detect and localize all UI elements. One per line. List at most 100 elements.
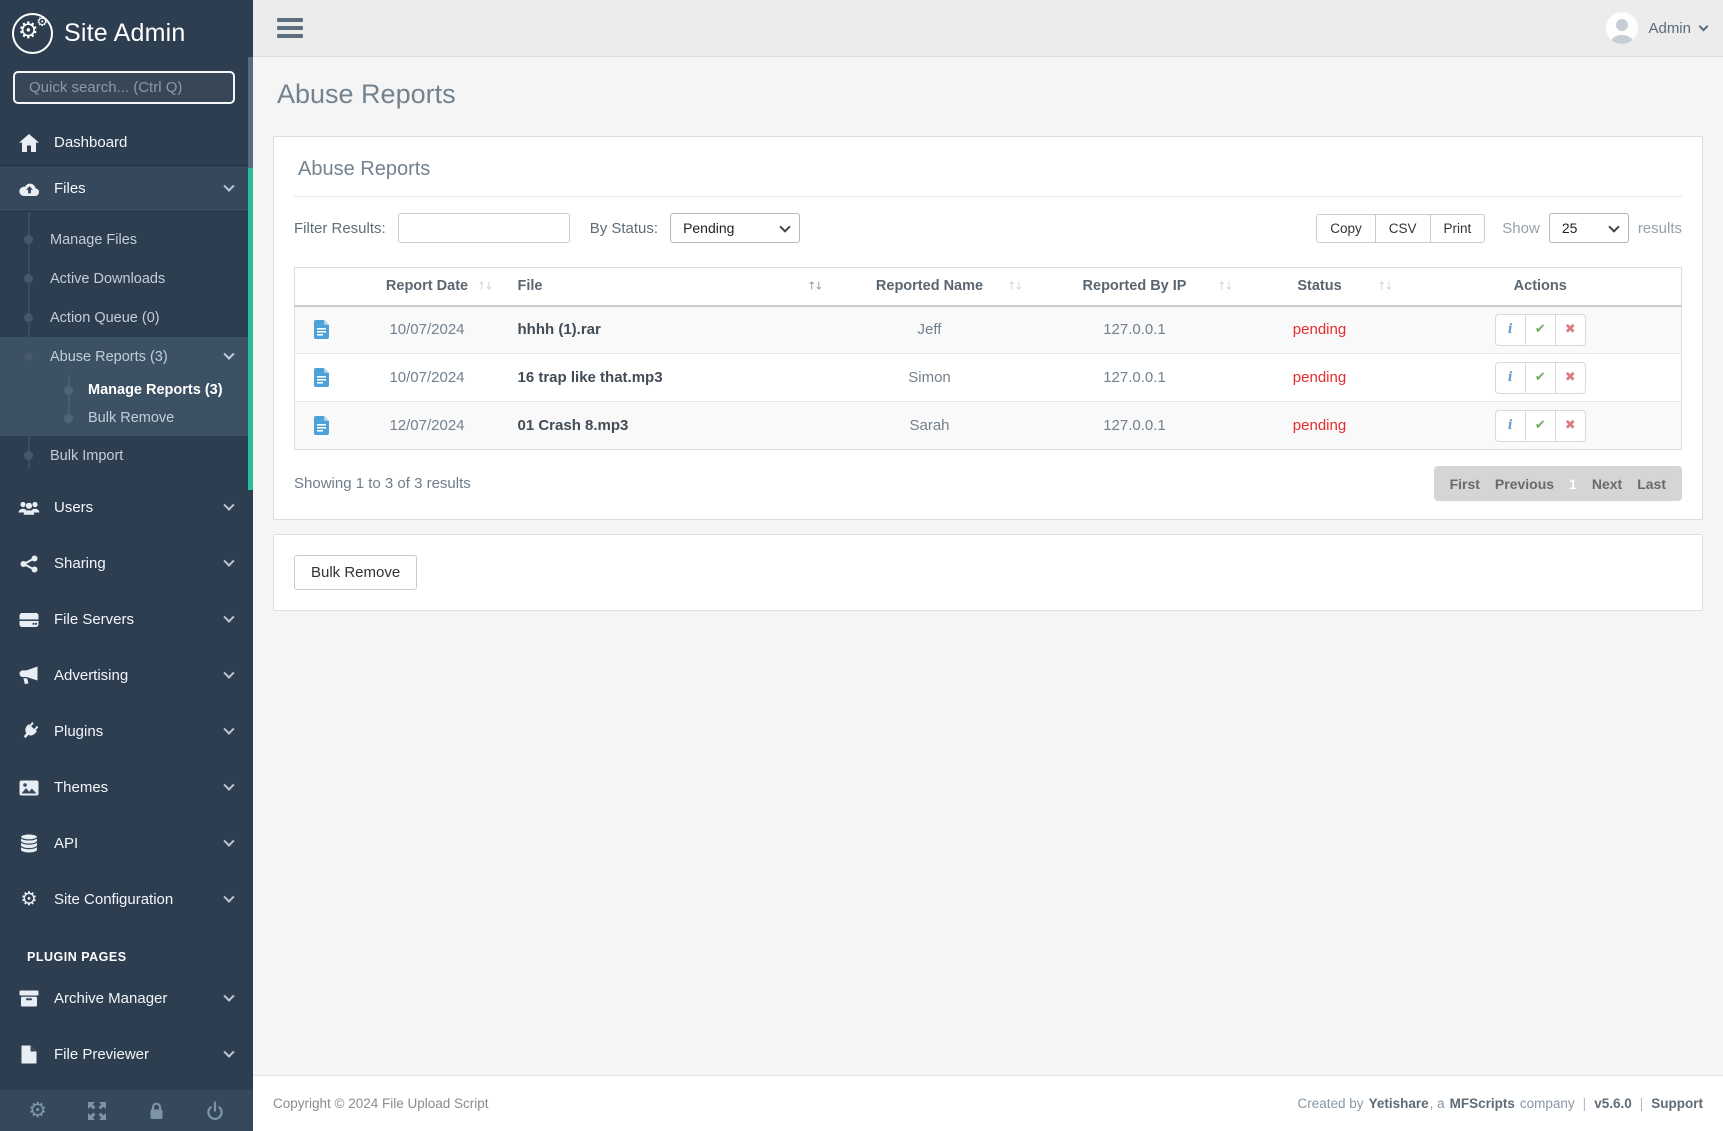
copy-button[interactable]: Copy xyxy=(1316,213,1376,243)
status-badge: pending xyxy=(1292,417,1347,434)
sidebar-item-label: Site Configuration xyxy=(54,891,174,908)
report-date-cell: 10/07/2024 xyxy=(389,369,465,386)
column-header-reported-name[interactable]: Reported Name ↑↓ xyxy=(829,267,1030,307)
sidebar-scrollbar-thumb[interactable] xyxy=(248,168,253,490)
fullscreen-expand-button[interactable] xyxy=(77,1101,117,1121)
show-label: Show xyxy=(1502,219,1540,237)
sidebar-item-active-downloads[interactable]: Active Downloads xyxy=(0,259,253,298)
mfscripts-link[interactable]: MFScripts xyxy=(1449,1096,1515,1111)
sidebar-item-site-configuration[interactable]: ⚙ Site Configuration xyxy=(0,877,253,922)
sidebar-item-label: Users xyxy=(54,499,94,516)
table-row: 12/07/2024 01 Crash 8.mp3 Sarah 127.0.0.… xyxy=(294,401,1682,450)
reject-button[interactable]: ✖ xyxy=(1554,313,1586,346)
abuse-reports-panel: Abuse Reports Filter Results: By Status:… xyxy=(273,136,1703,520)
bulk-remove-button[interactable]: Bulk Remove xyxy=(294,555,418,590)
sidebar-item-label: Manage Files xyxy=(50,231,138,248)
sidebar-item-advertising[interactable]: Advertising xyxy=(0,653,253,698)
reject-button[interactable]: ✖ xyxy=(1554,409,1586,442)
sidebar-item-sharing[interactable]: Sharing xyxy=(0,541,253,586)
sidebar-item-dashboard[interactable]: Dashboard xyxy=(0,120,253,165)
sidebar: ⚙ ⚙ Site Admin Dashboard File xyxy=(0,0,253,1131)
row-actions: i ✔ ✖ xyxy=(1494,361,1586,394)
sidebar-item-file-servers[interactable]: File Servers xyxy=(0,597,253,642)
quick-search-input[interactable] xyxy=(13,71,235,104)
column-header-file[interactable]: File ↑↓ xyxy=(499,267,830,307)
megaphone-icon xyxy=(18,666,40,685)
file-name-cell: 16 trap like that.mp3 xyxy=(517,369,663,386)
column-header-reported-by-ip[interactable]: Reported By IP ↑↓ xyxy=(1029,267,1240,307)
sidebar-item-bulk-import[interactable]: Bulk Import xyxy=(0,436,253,475)
reported-ip-cell: 127.0.0.1 xyxy=(1103,417,1166,434)
sidebar-item-file-previewer[interactable]: File Previewer xyxy=(0,1032,253,1077)
approve-button[interactable]: ✔ xyxy=(1524,361,1556,394)
column-header-status[interactable]: Status ↑↓ xyxy=(1239,267,1400,307)
gear-icon: ⚙ xyxy=(36,14,48,30)
power-logout-button[interactable] xyxy=(195,1100,235,1121)
table-header-row: Report Date ↑↓ File ↑↓ Reported Name ↑↓ xyxy=(294,267,1682,307)
file-name-cell: 01 Crash 8.mp3 xyxy=(517,417,629,434)
column-header-actions: Actions xyxy=(1399,267,1682,307)
sidebar-item-files[interactable]: Files xyxy=(0,165,253,212)
bullet-icon xyxy=(24,274,33,283)
info-button[interactable]: i xyxy=(1494,361,1526,394)
footer-credits: Created by Yetishare, a MFScripts compan… xyxy=(1298,1096,1703,1111)
lock-button[interactable] xyxy=(136,1101,176,1120)
reject-button[interactable]: ✖ xyxy=(1554,361,1586,394)
created-by-text: Created by xyxy=(1297,1096,1364,1111)
sidebar-item-manage-reports[interactable]: Manage Reports (3) xyxy=(0,376,253,404)
gear-icon: ⚙ xyxy=(18,17,39,44)
sidebar-item-abuse-reports[interactable]: Abuse Reports (3) xyxy=(0,337,253,376)
sidebar-item-api[interactable]: API xyxy=(0,821,253,866)
menu-toggle-button[interactable] xyxy=(277,18,303,38)
sidebar-bottom-bar: ⚙ xyxy=(0,1090,253,1131)
sidebar-item-bulk-remove[interactable]: Bulk Remove xyxy=(0,404,253,432)
credits-text: , a xyxy=(1429,1096,1445,1111)
table-toolbar: Filter Results: By Status: Pending Copy … xyxy=(274,197,1702,267)
abuse-reports-block: Abuse Reports (3) Manage Reports (3) Bul… xyxy=(0,337,253,436)
results-label: results xyxy=(1637,219,1682,237)
approve-button[interactable]: ✔ xyxy=(1524,409,1556,442)
info-button[interactable]: i xyxy=(1494,313,1526,346)
sidebar-item-archive-manager[interactable]: Archive Manager xyxy=(0,976,253,1021)
by-status-label: By Status: xyxy=(589,219,659,237)
page-title: Abuse Reports xyxy=(277,79,456,109)
sidebar-item-plugins[interactable]: Plugins xyxy=(0,709,253,754)
power-icon xyxy=(207,1100,224,1120)
document-icon xyxy=(314,320,329,340)
copyright-text: Copyright © 2024 File Upload Script xyxy=(273,1096,489,1111)
sidebar-scrollbar-track[interactable] xyxy=(248,57,253,168)
sidebar-item-manage-files[interactable]: Manage Files xyxy=(0,220,253,259)
image-icon xyxy=(18,780,40,796)
page-size-select[interactable]: 25 xyxy=(1548,213,1629,243)
toolbar-right: Copy CSV Print Show 25 results xyxy=(1316,213,1682,243)
filter-results-input[interactable] xyxy=(397,213,570,243)
reported-name-cell: Sarah xyxy=(909,417,950,434)
sidebar-main-items: Users Sharing xyxy=(0,485,253,1077)
admin-user-menu[interactable]: Admin xyxy=(1606,12,1709,44)
pagination-previous[interactable]: Previous xyxy=(1494,475,1555,492)
bullet-icon xyxy=(24,235,33,244)
reported-name-cell: Simon xyxy=(908,369,951,386)
sidebar-item-label: File Servers xyxy=(54,611,135,628)
filter-results-label: Filter Results: xyxy=(294,219,386,237)
status-select[interactable]: Pending xyxy=(670,213,801,243)
print-button[interactable]: Print xyxy=(1429,213,1486,243)
yetishare-link[interactable]: Yetishare xyxy=(1368,1096,1429,1111)
info-button[interactable]: i xyxy=(1494,409,1526,442)
support-link[interactable]: Support xyxy=(1651,1096,1703,1111)
sidebar-item-users[interactable]: Users xyxy=(0,485,253,530)
settings-gear-button[interactable]: ⚙ xyxy=(18,1100,58,1121)
pagination-current-page[interactable]: 1 xyxy=(1569,475,1577,492)
chevron-down-icon xyxy=(223,499,235,511)
column-header-icon xyxy=(294,267,355,307)
approve-button[interactable]: ✔ xyxy=(1524,313,1556,346)
csv-button[interactable]: CSV xyxy=(1374,213,1431,243)
sidebar-item-themes[interactable]: Themes xyxy=(0,765,253,810)
cloud-upload-icon xyxy=(18,181,40,196)
pagination-first[interactable]: First xyxy=(1449,475,1480,492)
pagination-last[interactable]: Last xyxy=(1637,475,1666,492)
pagination-next[interactable]: Next xyxy=(1591,475,1623,492)
sidebar-item-action-queue[interactable]: Action Queue (0) xyxy=(0,298,253,337)
sidebar-item-label: Archive Manager xyxy=(54,990,168,1007)
column-header-report-date[interactable]: Report Date ↑↓ xyxy=(354,267,500,307)
